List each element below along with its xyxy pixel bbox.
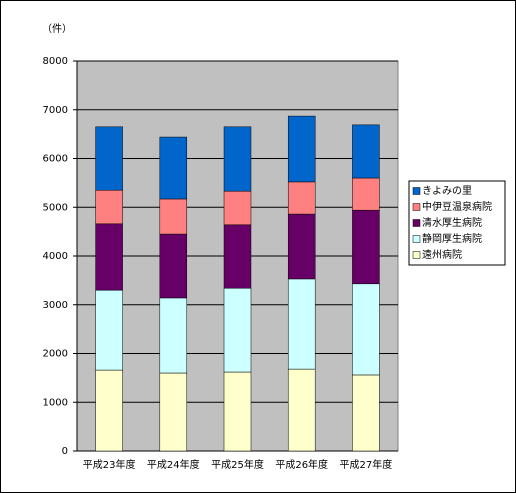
legend-swatch: [412, 187, 421, 195]
bar-segment: [223, 190, 252, 226]
legend-swatch: [412, 251, 421, 259]
bar-segment: [159, 233, 188, 299]
x-tick-label: 平成24年度: [147, 458, 200, 471]
legend-swatch: [412, 203, 421, 211]
bar-segment: [352, 374, 380, 452]
bar-segment: [223, 224, 252, 289]
bar-segment: [159, 136, 188, 200]
bar-segment: [95, 189, 123, 225]
y-tick-label: 1000: [43, 397, 68, 408]
bar-segment: [287, 368, 316, 452]
bar-segment: [352, 283, 380, 376]
y-tick-label: 3000: [43, 300, 68, 311]
bar-segment: [352, 209, 380, 285]
y-tick-label: 0: [62, 446, 68, 457]
y-tick-label: 6000: [43, 154, 68, 165]
y-tick-label: 2000: [43, 349, 68, 360]
bar-segment: [287, 115, 316, 183]
bar-segment: [287, 181, 316, 215]
bar-segment: [287, 278, 316, 370]
legend-label: 中伊豆温泉病院: [422, 200, 492, 213]
x-tick-label: 平成27年度: [340, 458, 393, 471]
bar-segment: [159, 198, 188, 235]
y-tick-label: 5000: [43, 202, 68, 213]
legend-box: [408, 180, 506, 266]
y-tick-label: 8000: [43, 56, 68, 67]
bar-segment: [95, 289, 123, 371]
bar-segment: [159, 297, 188, 374]
legend-label: 静岡厚生病院: [422, 232, 482, 245]
y-tick-label: 7000: [43, 105, 68, 116]
bar-segment: [352, 177, 380, 211]
legend-label: 清水厚生病院: [422, 216, 482, 229]
y-tick-label: 4000: [43, 251, 68, 262]
legend-swatch: [412, 219, 421, 227]
bar-segment: [223, 287, 252, 373]
legend-swatch: [412, 235, 421, 243]
bar-segment: [95, 126, 123, 191]
bar-segment: [352, 124, 380, 179]
legend-label: 遠州病院: [422, 248, 462, 261]
bar-segment: [287, 213, 316, 280]
y-unit-label: （件）: [42, 23, 72, 35]
bar-segment: [95, 369, 123, 452]
bar-segment: [223, 126, 252, 192]
x-tick-label: 平成26年度: [275, 458, 328, 471]
x-tick-label: 平成23年度: [83, 458, 136, 471]
bar-segment: [95, 223, 123, 291]
legend-label: きよみの里: [422, 185, 472, 197]
bar-segment: [223, 371, 252, 452]
bar-segment: [159, 372, 188, 452]
x-tick-label: 平成25年度: [211, 458, 264, 471]
